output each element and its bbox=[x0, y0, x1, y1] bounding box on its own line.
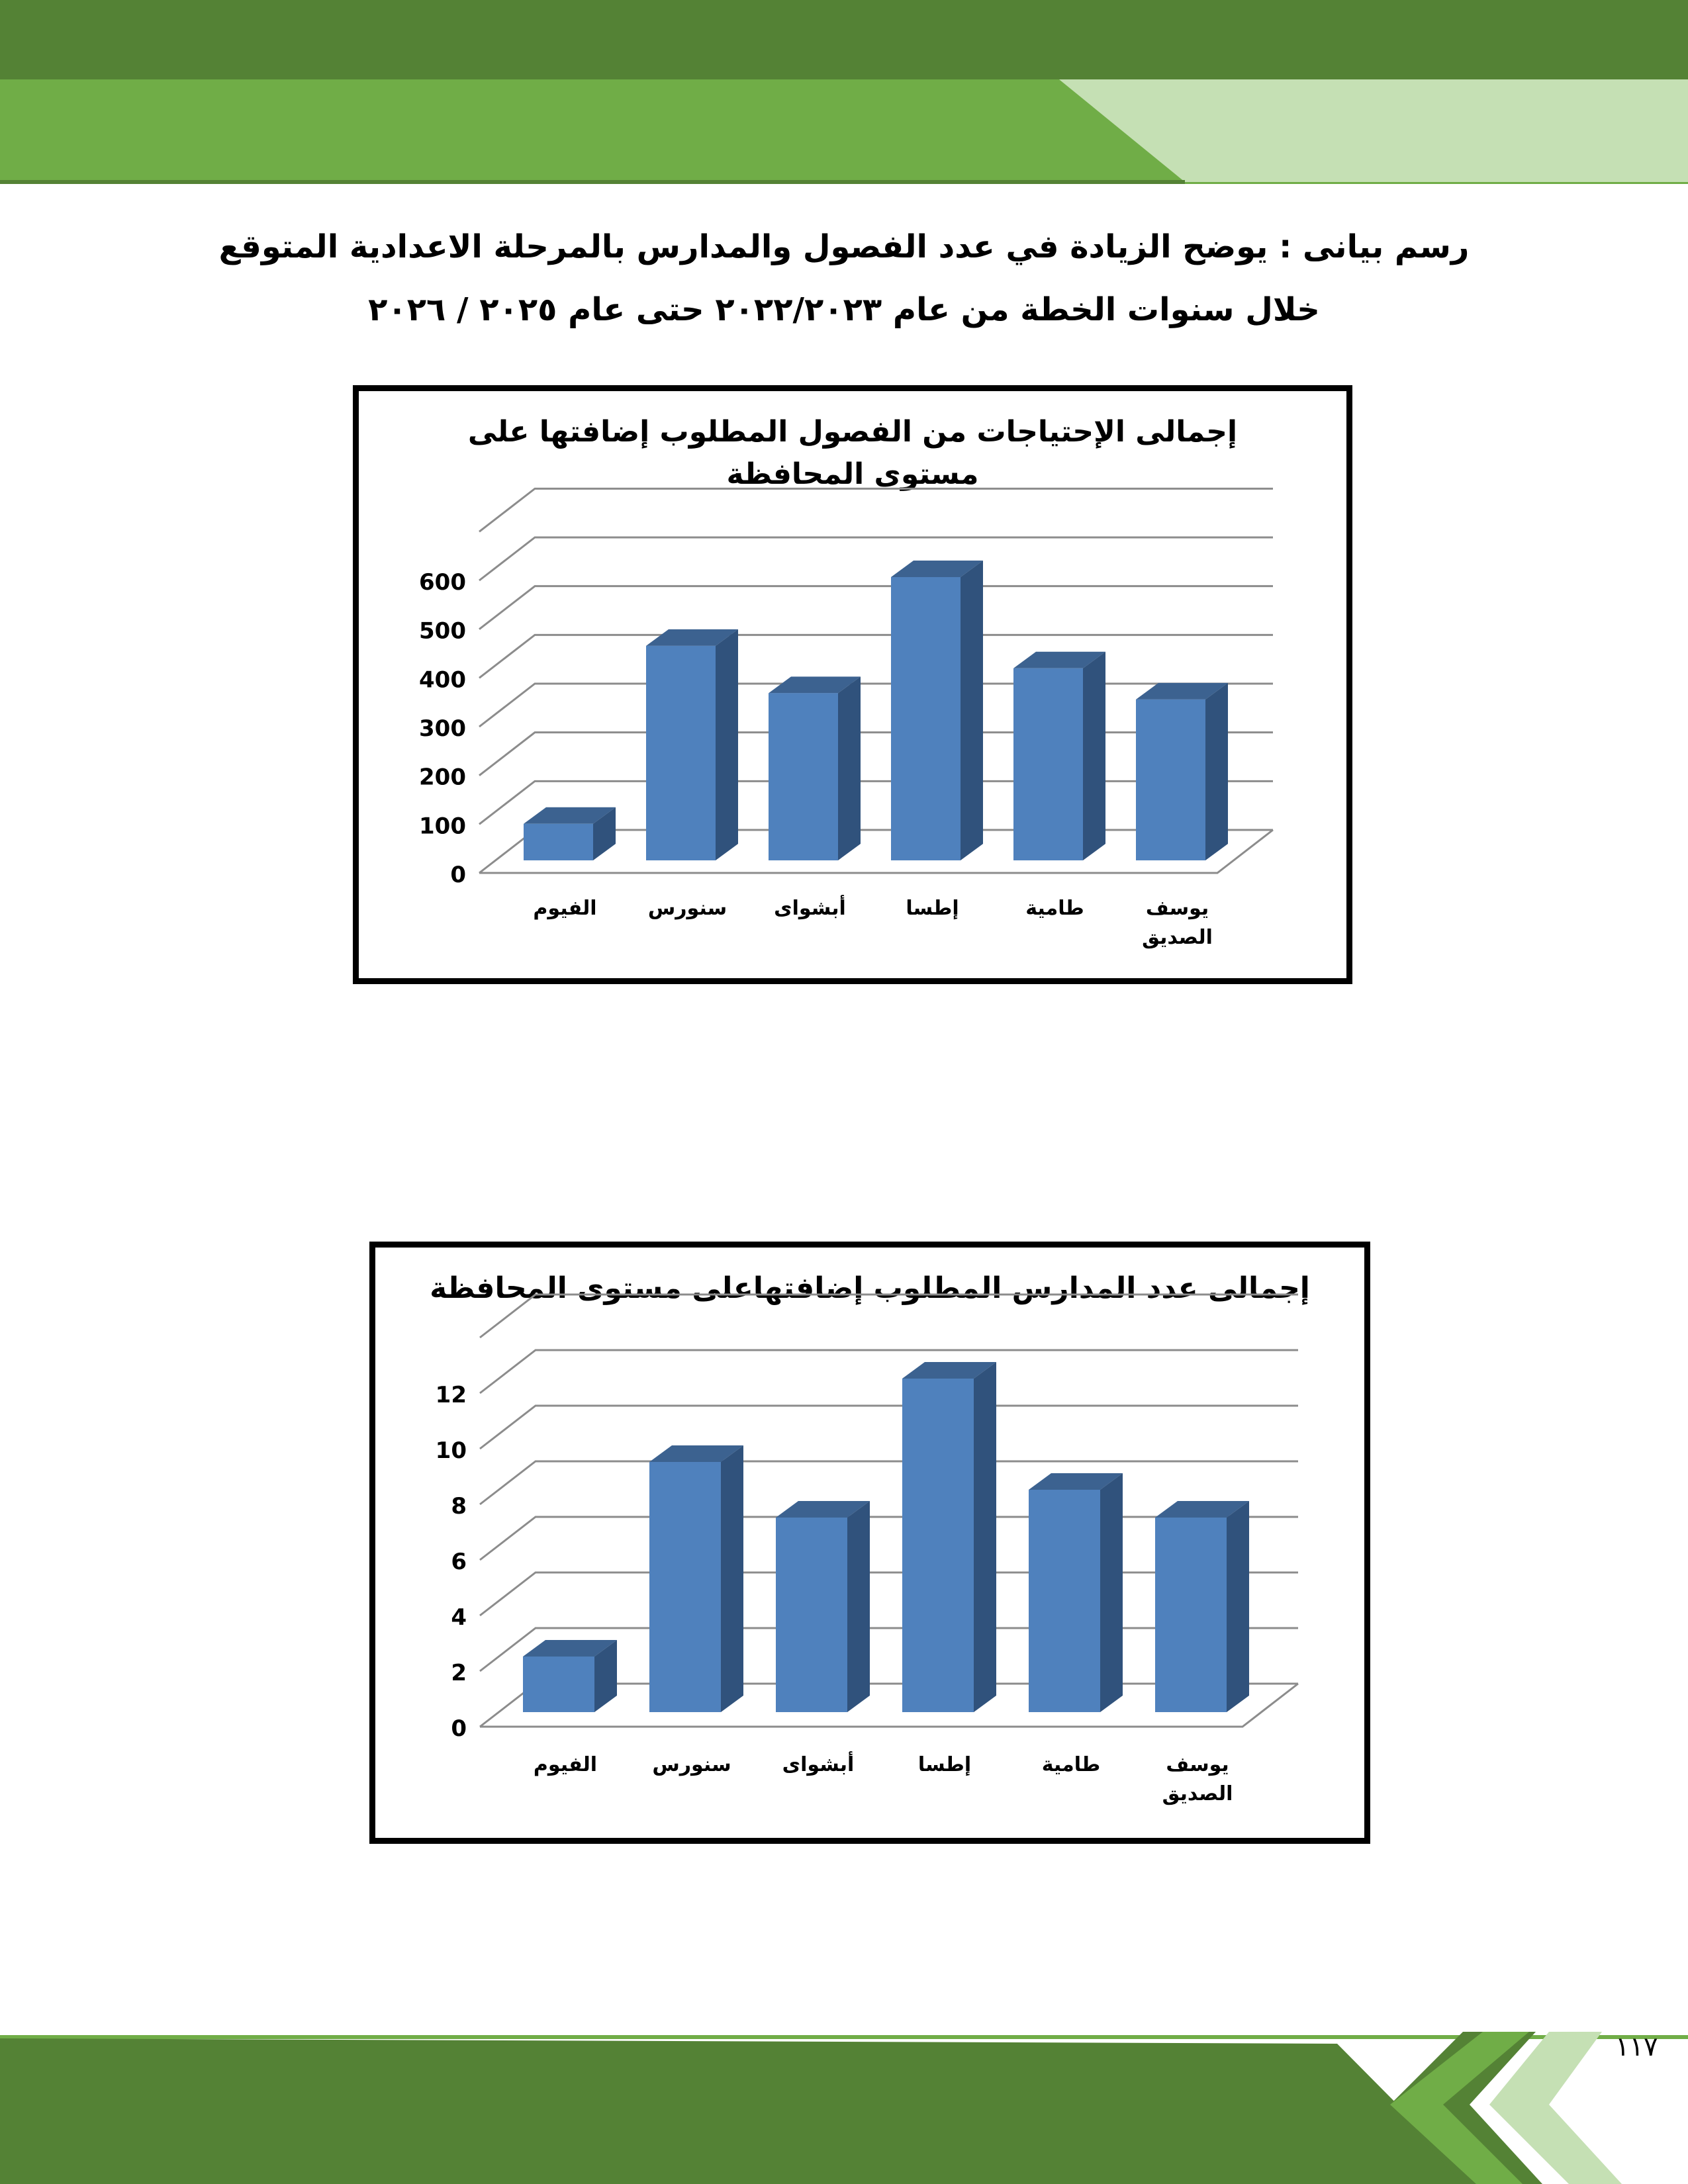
bar-front bbox=[1029, 1490, 1100, 1712]
x-tick-label: أبشواى bbox=[782, 1751, 855, 1776]
bar-top bbox=[776, 1501, 870, 1518]
y-tick-label: 100 bbox=[419, 813, 466, 839]
chevron-icon bbox=[1489, 2032, 1622, 2184]
gridline bbox=[479, 487, 1273, 533]
heading-line-2: خلال سنوات الخطة من عام ٢٠٢٢/٢٠٢٣ حتى عا… bbox=[368, 291, 1320, 328]
bar-front bbox=[769, 693, 838, 860]
bar-front bbox=[646, 645, 716, 860]
bar-front bbox=[1155, 1518, 1227, 1712]
page-number: ١١٧ bbox=[1615, 2032, 1658, 2062]
y-tick-label: 4 bbox=[451, 1604, 467, 1631]
bar-side bbox=[594, 1640, 617, 1712]
bar bbox=[524, 807, 616, 860]
bar-side bbox=[1083, 651, 1105, 860]
bar-side bbox=[847, 1501, 870, 1712]
header-banner bbox=[0, 0, 1688, 184]
bar-top bbox=[524, 807, 616, 824]
bar-front bbox=[902, 1379, 974, 1712]
chart-plot: 0 100 200 300 400 500 600 الفيوم سنورس أبشواى إطسا… bbox=[419, 487, 1274, 949]
x-tick-label: طامية bbox=[1042, 1753, 1101, 1776]
bar-front bbox=[1013, 668, 1083, 860]
y-tick-label: 500 bbox=[419, 618, 466, 645]
y-tick-label: 600 bbox=[419, 569, 466, 596]
bar-top bbox=[646, 629, 738, 646]
bar-top bbox=[1136, 682, 1228, 700]
bar-side bbox=[838, 676, 861, 860]
y-tick-label: 10 bbox=[436, 1437, 467, 1464]
y-tick-label: 200 bbox=[419, 764, 466, 791]
x-tick-label: إطسا bbox=[918, 1753, 971, 1776]
bar bbox=[902, 1362, 996, 1712]
bar bbox=[649, 1445, 743, 1712]
bar-front bbox=[523, 1657, 594, 1712]
chart-plot: 0 2 4 6 8 10 12 الفيوم سنورس أبشواى إطسا طامية يوسف ا… bbox=[436, 1293, 1299, 1805]
footer-banner bbox=[0, 2032, 1688, 2184]
gridline bbox=[479, 1349, 1298, 1394]
bar-front bbox=[776, 1518, 847, 1712]
bar bbox=[891, 560, 983, 860]
bar-side bbox=[1205, 682, 1228, 860]
y-tick-label: 8 bbox=[451, 1493, 467, 1520]
chart-title: إجمالى عدد المدارس المطلوب إضافتهاعلى مس… bbox=[430, 1271, 1310, 1305]
bar-front bbox=[891, 576, 961, 860]
y-tick-label: 300 bbox=[419, 715, 466, 742]
x-tick-label: طامية bbox=[1025, 897, 1084, 920]
bar-front bbox=[649, 1462, 721, 1712]
y-tick-label: 12 bbox=[436, 1382, 467, 1408]
bar-side bbox=[721, 1445, 743, 1712]
y-tick-label: 400 bbox=[419, 666, 466, 693]
bar-side bbox=[1100, 1473, 1123, 1712]
gridline bbox=[479, 1293, 1298, 1339]
bar-top bbox=[902, 1362, 996, 1379]
bar bbox=[646, 629, 738, 860]
floor-edge bbox=[479, 829, 1274, 874]
x-tick-label: يوسف الصديق bbox=[1142, 897, 1213, 949]
bar bbox=[1013, 651, 1105, 860]
bar-top bbox=[649, 1445, 743, 1462]
bar-side bbox=[593, 807, 616, 860]
bar bbox=[523, 1640, 617, 1712]
bar-top bbox=[1029, 1473, 1123, 1490]
gridline bbox=[479, 1460, 1298, 1506]
bar-front bbox=[1136, 699, 1205, 860]
bar bbox=[1136, 682, 1228, 860]
bar-top bbox=[1155, 1501, 1249, 1518]
x-tick-label: الفيوم bbox=[534, 1753, 597, 1776]
x-tick-label: سنورس bbox=[652, 1753, 731, 1776]
bar-side bbox=[961, 560, 983, 860]
floor-edge bbox=[480, 1682, 1299, 1728]
bar bbox=[1029, 1473, 1123, 1712]
chart-title: إجمالى الإحتياجات من الفصول المطلوب إضاف… bbox=[467, 415, 1238, 491]
y-tick-label: 2 bbox=[451, 1660, 467, 1686]
gridline bbox=[479, 633, 1273, 679]
gridline bbox=[479, 536, 1273, 582]
x-tick-label: الفيوم bbox=[533, 897, 596, 920]
y-tick-label: 0 bbox=[451, 1715, 467, 1742]
gridline bbox=[479, 585, 1273, 630]
bar-top bbox=[523, 1640, 617, 1657]
bar-top bbox=[1013, 651, 1105, 668]
bar-top bbox=[769, 676, 861, 694]
x-tick-label: إطسا bbox=[906, 897, 959, 920]
bar-top bbox=[891, 560, 983, 577]
x-tick-label: سنورس bbox=[648, 897, 727, 920]
gridline bbox=[479, 1404, 1298, 1450]
bar-side bbox=[974, 1362, 996, 1712]
y-tick-label: 0 bbox=[450, 862, 466, 888]
chart-classrooms: إجمالى الإحتياجات من الفصول المطلوب إضاف… bbox=[353, 385, 1352, 984]
heading-line-1: رسم بيانى : يوضح الزيادة في عدد الفصول و… bbox=[218, 228, 1470, 265]
chart-schools: إجمالى عدد المدارس المطلوب إضافتهاعلى مس… bbox=[369, 1242, 1370, 1844]
bar bbox=[1155, 1501, 1249, 1712]
bar-side bbox=[716, 629, 738, 860]
y-tick-label: 6 bbox=[451, 1549, 467, 1575]
bar bbox=[769, 676, 861, 860]
bar-side bbox=[1227, 1501, 1249, 1712]
x-tick-label: أبشواى bbox=[774, 895, 846, 920]
bar bbox=[776, 1501, 870, 1712]
x-tick-label: يوسف الصديق bbox=[1162, 1753, 1233, 1805]
chevron-icon bbox=[1390, 2032, 1542, 2184]
bar-front bbox=[524, 823, 593, 860]
